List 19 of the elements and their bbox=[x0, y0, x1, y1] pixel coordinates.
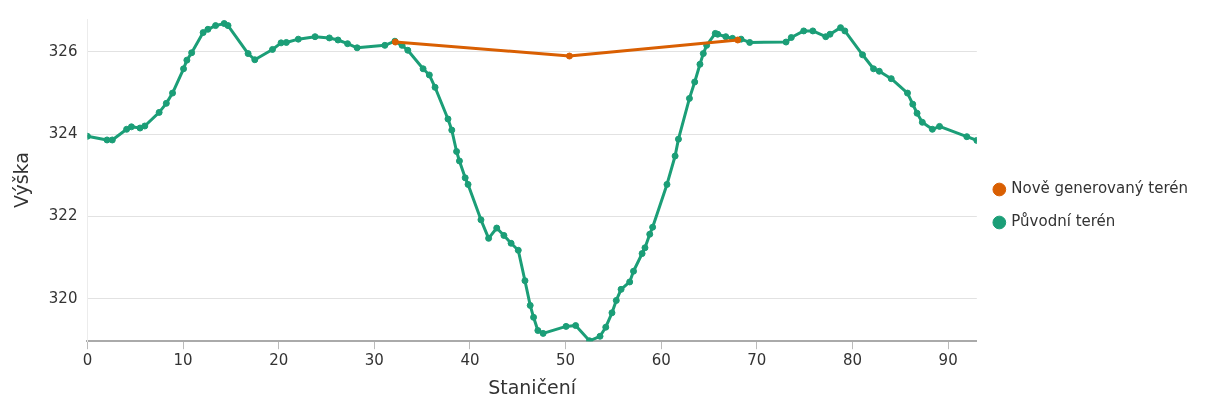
x-tick-label: 40 bbox=[460, 351, 480, 370]
x-tick-label: 60 bbox=[651, 351, 671, 370]
y-tick-label: 324 bbox=[48, 124, 78, 143]
x-tick-label: 80 bbox=[842, 351, 863, 370]
legend-label: Původní terén bbox=[1011, 212, 1116, 231]
x-tick-label: 30 bbox=[364, 351, 384, 370]
point bbox=[565, 52, 573, 60]
x-tick-label: 70 bbox=[747, 351, 767, 370]
x-tick-label: 20 bbox=[269, 351, 289, 370]
legend-label: Nově generovaný terén bbox=[1011, 179, 1189, 198]
y-tick-label: 320 bbox=[48, 288, 78, 307]
x-tick-label: 10 bbox=[173, 351, 193, 370]
x-tick-label: 0 bbox=[82, 351, 93, 370]
y-axis-title: Výška bbox=[10, 152, 33, 209]
y-tick-label: 326 bbox=[48, 41, 78, 60]
x-tick-label: 90 bbox=[938, 351, 958, 370]
x-tick-label: 50 bbox=[556, 351, 576, 370]
x-axis-title: Staničení bbox=[488, 375, 577, 398]
y-tick-label: 322 bbox=[48, 206, 78, 225]
